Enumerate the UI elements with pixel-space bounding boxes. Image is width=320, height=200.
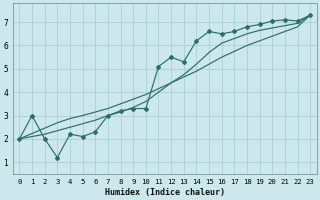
X-axis label: Humidex (Indice chaleur): Humidex (Indice chaleur) (105, 188, 225, 197)
